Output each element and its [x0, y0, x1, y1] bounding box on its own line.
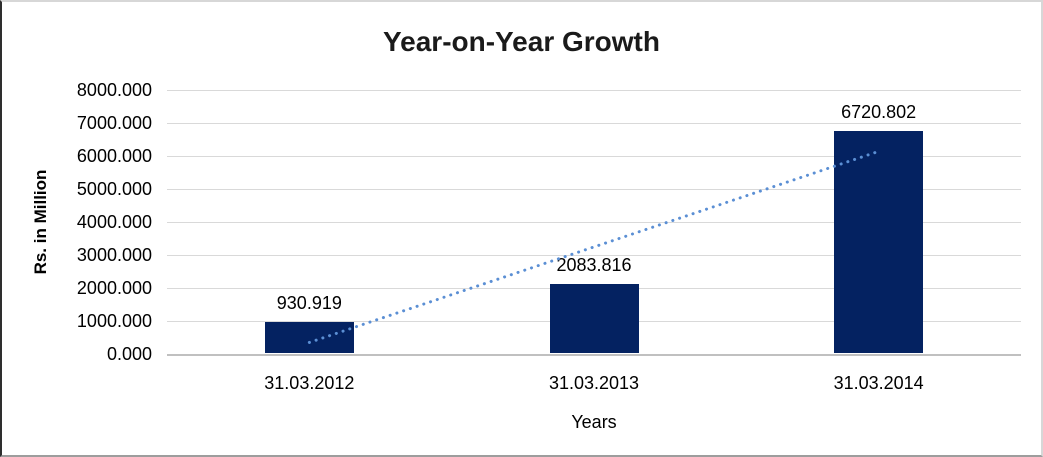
data-label: 930.919 [276, 293, 342, 314]
y-tick-label: 5000.000 [76, 179, 152, 199]
y-tick-label: 0.000 [106, 344, 152, 364]
trendline-layer [307, 149, 881, 344]
gridline [167, 156, 1021, 157]
x-axis-line [167, 354, 1021, 356]
y-tick-label: 3000.000 [76, 245, 152, 265]
bar-31.03.2013 [549, 284, 639, 353]
bar-31.03.2014 [834, 131, 924, 353]
trendline [307, 149, 881, 344]
category-label: 31.03.2014 [833, 373, 924, 393]
gridline [167, 189, 1021, 190]
y-tick-label: 7000.000 [76, 113, 152, 133]
data-label: 2083.816 [556, 255, 632, 276]
y-tick-label: 2000.000 [76, 278, 152, 298]
gridline [167, 123, 1021, 124]
y-tick-label: 8000.000 [76, 80, 152, 100]
category-label: 31.03.2013 [548, 373, 640, 393]
category-label: 31.03.2012 [264, 373, 355, 393]
x-axis-title: Years [571, 412, 617, 432]
bar-31.03.2012 [264, 322, 354, 353]
data-label: 6720.802 [841, 102, 917, 123]
chart-title: Year-on-Year Growth [383, 26, 660, 57]
y-tick-label: 1000.000 [76, 311, 152, 331]
gridline [167, 90, 1021, 91]
gridline [167, 255, 1021, 256]
plot-area: 930.919 2083.816 6720.802 [167, 90, 1021, 356]
gridline [167, 222, 1021, 223]
y-tick-label: 4000.000 [76, 212, 152, 232]
y-tick-label: 6000.000 [76, 146, 152, 166]
